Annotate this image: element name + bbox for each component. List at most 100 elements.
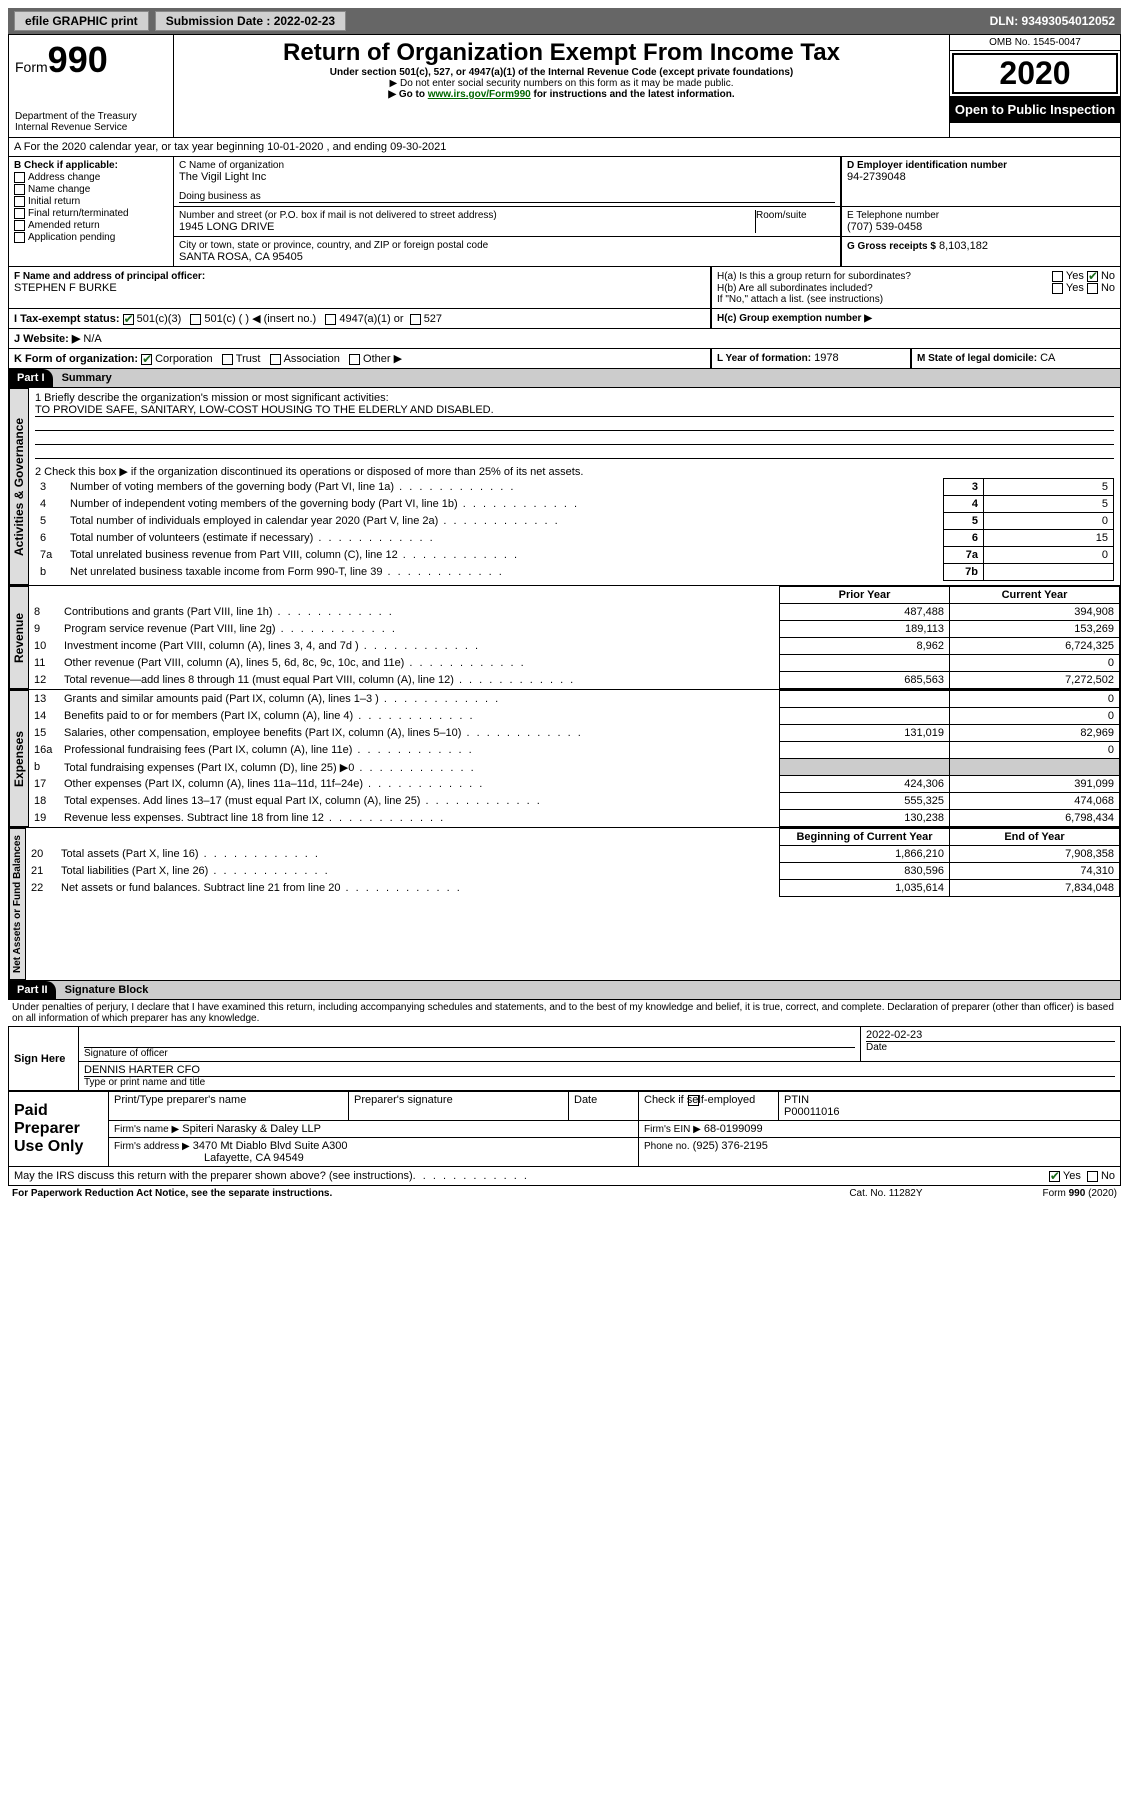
label-principal-officer: F Name and address of principal officer: <box>14 271 205 282</box>
ein: 94-2739048 <box>847 171 1115 183</box>
section-b-label: B Check if applicable: <box>14 160 168 171</box>
checkbox-final-return[interactable] <box>14 208 25 219</box>
checkbox-527[interactable] <box>410 314 421 325</box>
sidetab-governance: Activities & Governance <box>9 388 29 585</box>
dept-treasury: Department of the Treasury Internal Reve… <box>15 111 167 133</box>
checkbox-ha-no[interactable] <box>1087 271 1098 282</box>
net-assets-table: Beginning of Current YearEnd of Year20To… <box>26 828 1120 897</box>
label-final-return: Final return/terminated <box>28 208 129 219</box>
label-amended-return: Amended return <box>28 220 100 231</box>
label-hb: H(b) Are all subordinates included? <box>717 283 873 294</box>
checkbox-other[interactable] <box>349 354 360 365</box>
hb-note: If "No," attach a list. (see instruction… <box>717 294 1115 305</box>
part-ii-title: Signature Block <box>59 981 155 999</box>
label-firm-phone: Phone no. <box>644 1141 690 1152</box>
form-title: Return of Organization Exempt From Incom… <box>180 39 943 67</box>
label-org-name: C Name of organization <box>179 160 835 171</box>
label-firm-name: Firm's name ▶ <box>114 1124 179 1135</box>
label-application-pending: Application pending <box>28 232 115 243</box>
line-1-mission: TO PROVIDE SAFE, SANITARY, LOW-COST HOUS… <box>35 404 1114 417</box>
checkbox-trust[interactable] <box>222 354 233 365</box>
governance-table: 3Number of voting members of the governi… <box>35 478 1114 581</box>
opt-527: 527 <box>424 313 442 325</box>
label-city: City or town, state or province, country… <box>179 240 835 251</box>
label-hc: H(c) Group exemption number ▶ <box>717 313 872 324</box>
label-self-employed: Check if self-employed <box>639 1092 779 1121</box>
paperwork-reduction: For Paperwork Reduction Act Notice, see … <box>12 1188 332 1199</box>
label-preparer-name: Print/Type preparer's name <box>109 1092 349 1121</box>
form-number: Form990 <box>15 39 167 81</box>
catalog-number: Cat. No. 11282Y <box>849 1188 922 1199</box>
officer-name-title: DENNIS HARTER CFO <box>84 1064 1115 1076</box>
ptin: P00011016 <box>784 1106 839 1118</box>
label-room-suite: Room/suite <box>755 210 835 233</box>
omb-number: OMB No. 1545-0047 <box>950 35 1120 51</box>
label-ha: H(a) Is this a group return for subordin… <box>717 271 911 282</box>
revenue-table: Prior YearCurrent Year8Contributions and… <box>29 586 1120 689</box>
checkbox-hb-no[interactable] <box>1087 283 1098 294</box>
year-formation: 1978 <box>814 352 838 364</box>
label-year-formation: L Year of formation: <box>717 353 811 364</box>
city-state-zip: SANTA ROSA, CA 95405 <box>179 251 835 263</box>
label-prep-date: Date <box>569 1092 639 1121</box>
opt-other: Other ▶ <box>363 353 402 365</box>
firm-name: Spiteri Narasky & Daley LLP <box>182 1123 321 1135</box>
label-street: Number and street (or P.O. box if mail i… <box>179 210 755 221</box>
checkbox-address-change[interactable] <box>14 172 25 183</box>
label-state-domicile: M State of legal domicile: <box>917 353 1037 364</box>
line-a-tax-year: A For the 2020 calendar year, or tax yea… <box>8 138 1121 157</box>
street-address: 1945 LONG DRIVE <box>179 221 755 233</box>
principal-officer: STEPHEN F BURKE <box>14 282 117 294</box>
instructions-link[interactable]: www.irs.gov/Form990 <box>428 89 531 100</box>
perjury-declaration: Under penalties of perjury, I declare th… <box>8 1000 1121 1026</box>
efile-print-button[interactable]: efile GRAPHIC print <box>14 11 149 31</box>
checkbox-name-change[interactable] <box>14 184 25 195</box>
checkbox-4947[interactable] <box>325 314 336 325</box>
label-website: J Website: ▶ <box>14 333 80 345</box>
sidetab-expenses: Expenses <box>9 690 29 827</box>
label-date: Date <box>866 1041 1115 1053</box>
firm-ein: 68-0199099 <box>704 1123 763 1135</box>
checkbox-corporation[interactable] <box>141 354 152 365</box>
checkbox-application-pending[interactable] <box>14 232 25 243</box>
label-gross-receipts: G Gross receipts $ <box>847 241 936 252</box>
checkbox-self-employed[interactable] <box>688 1095 699 1106</box>
signature-date: 2022-02-23 <box>866 1029 1115 1041</box>
part-ii-header: Part II <box>9 981 56 999</box>
checkbox-initial-return[interactable] <box>14 196 25 207</box>
form-footer: Form 990 (2020) <box>1043 1188 1117 1199</box>
checkbox-association[interactable] <box>270 354 281 365</box>
sidetab-net-assets: Net Assets or Fund Balances <box>9 828 26 980</box>
line-1-label: 1 Briefly describe the organization's mi… <box>35 392 1114 404</box>
opt-trust: Trust <box>236 353 261 365</box>
label-ein: D Employer identification number <box>847 160 1115 171</box>
label-form-org: K Form of organization: <box>14 353 138 365</box>
checkbox-501c[interactable] <box>190 314 201 325</box>
checkbox-amended-return[interactable] <box>14 220 25 231</box>
checkbox-ha-yes[interactable] <box>1052 271 1063 282</box>
part-i-title: Summary <box>56 369 118 387</box>
checkbox-501c3[interactable] <box>123 314 134 325</box>
signature-table: Sign Here Signature of officer 2022-02-2… <box>8 1026 1121 1091</box>
section-b: B Check if applicable: Address change Na… <box>8 157 173 267</box>
checkbox-hb-yes[interactable] <box>1052 283 1063 294</box>
tax-year: 2020 <box>952 53 1118 94</box>
checkbox-discuss-no[interactable] <box>1087 1171 1098 1182</box>
firm-address-1: 3470 Mt Diablo Blvd Suite A300 <box>193 1140 348 1152</box>
website: N/A <box>83 333 101 345</box>
opt-corporation: Corporation <box>155 353 212 365</box>
label-dba: Doing business as <box>179 191 835 203</box>
opt-4947: 4947(a)(1) or <box>339 313 403 325</box>
firm-address-2: Lafayette, CA 94549 <box>204 1152 304 1164</box>
label-firm-ein: Firm's EIN ▶ <box>644 1124 701 1135</box>
phone-number: (707) 539-0458 <box>847 221 1115 233</box>
checkbox-discuss-yes[interactable] <box>1049 1171 1060 1182</box>
instructions-link-line: ▶ Go to www.irs.gov/Form990 for instruct… <box>180 89 943 100</box>
part-i-header: Part I <box>9 369 53 387</box>
opt-association: Association <box>284 353 340 365</box>
submission-date-button[interactable]: Submission Date : 2022-02-23 <box>155 11 346 31</box>
label-firm-address: Firm's address ▶ <box>114 1141 190 1152</box>
preparer-table: Paid Preparer Use Only Print/Type prepar… <box>8 1091 1121 1167</box>
firm-phone: (925) 376-2195 <box>693 1140 768 1152</box>
efile-topbar: efile GRAPHIC print Submission Date : 20… <box>8 8 1121 34</box>
